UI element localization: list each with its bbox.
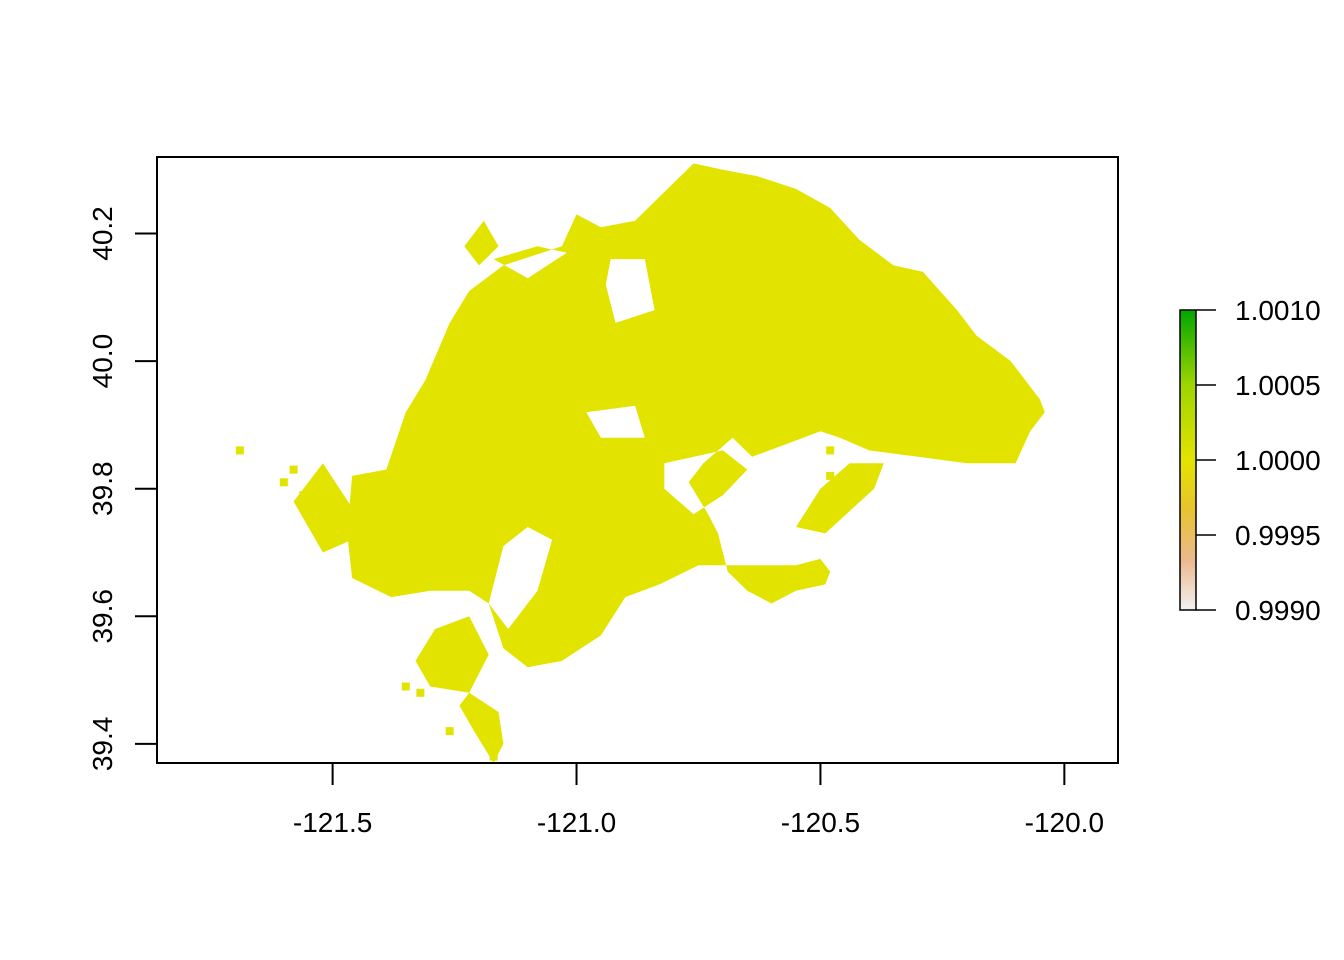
legend-tick-label: 1.0010 — [1235, 295, 1321, 326]
y-tick-label: 40.2 — [87, 206, 118, 261]
raster-cell-2 — [289, 465, 298, 474]
legend-colorbar — [1179, 309, 1197, 611]
x-tick-label: -121.0 — [537, 807, 616, 838]
y-axis: 39.4 39.6 39.8 40.0 40.2 — [87, 206, 158, 772]
legend-tick-label: 0.9995 — [1235, 520, 1321, 551]
raster-main-region — [347, 163, 1045, 668]
raster-cell-9 — [489, 752, 498, 761]
y-tick-label: 39.6 — [87, 589, 118, 644]
raster-fragment-3 — [459, 692, 504, 763]
x-tick-label: -120.5 — [781, 807, 860, 838]
legend-tick-label: 1.0005 — [1235, 370, 1321, 401]
raster-cell-4 — [299, 491, 308, 500]
raster-layer — [235, 163, 1045, 763]
raster-fragment-2 — [415, 616, 489, 693]
x-tick-label: -121.5 — [293, 807, 372, 838]
raster-fragment-4 — [796, 463, 884, 534]
raster-cell-3 — [279, 478, 288, 487]
raster-cell-6 — [401, 682, 410, 691]
raster-cell-11 — [826, 446, 835, 455]
y-tick-label: 39.8 — [87, 461, 118, 516]
x-tick-label: -120.0 — [1025, 807, 1104, 838]
raster-cell-7 — [416, 688, 425, 697]
raster-fragment-5 — [464, 220, 499, 266]
legend-ticks: 1.0010 1.0005 1.0000 0.9995 0.9990 — [1196, 295, 1321, 626]
legend-tick-label: 1.0000 — [1235, 445, 1321, 476]
raster-cell-1 — [235, 446, 244, 455]
color-legend: 1.0010 1.0005 1.0000 0.9995 0.9990 — [1179, 295, 1321, 626]
raster-cell-10 — [826, 471, 835, 480]
raster-cell-5 — [333, 523, 342, 531]
x-axis: -121.5 -121.0 -120.5 -120.0 — [293, 762, 1104, 838]
raster-cell-8 — [445, 727, 454, 736]
y-tick-label: 40.0 — [87, 334, 118, 389]
raster-fragment-1 — [293, 463, 353, 553]
legend-tick-label: 0.9990 — [1235, 595, 1321, 626]
y-tick-label: 39.4 — [87, 717, 118, 772]
